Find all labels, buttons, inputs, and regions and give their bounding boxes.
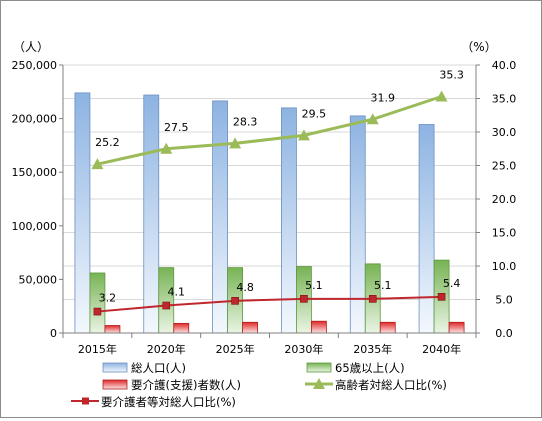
data-label: 5.1	[305, 279, 323, 292]
data-label: 31.9	[371, 91, 396, 104]
legend-label: 総人口(人)	[131, 361, 186, 375]
right-tick-label: 10.0	[492, 260, 517, 273]
data-label: 4.1	[168, 286, 186, 299]
data-label: 4.8	[236, 281, 254, 294]
right-axis-unit: （%）	[461, 40, 496, 54]
gridlines	[63, 64, 476, 334]
bar	[158, 267, 175, 334]
series-line	[97, 95, 443, 166]
bar	[379, 321, 396, 334]
legend-swatch	[102, 362, 128, 373]
data-label: 27.5	[164, 121, 189, 134]
bar	[212, 100, 228, 334]
point-marker	[368, 295, 377, 303]
data-label: 25.2	[95, 136, 120, 149]
data-label: 29.5	[302, 107, 327, 120]
point-marker	[229, 137, 242, 149]
left-tick-label: 250,000	[12, 59, 58, 72]
x-tick-label: 2035年	[353, 342, 392, 356]
right-tick-label: 35.0	[492, 93, 517, 106]
right-tick-label: 25.0	[492, 160, 517, 173]
bar	[242, 321, 258, 334]
point-marker	[297, 129, 310, 141]
left-tick-label: 0	[50, 327, 57, 340]
x-tick-label: 2025年	[216, 342, 255, 356]
legend-label: 要介護者等対総人口比(%)	[101, 395, 236, 409]
bar	[74, 92, 91, 334]
axes: 0 50,000 100,000 150,000 200,000 250,000 0.0 5.…	[12, 40, 517, 356]
legend-label: 要介護(支援)者数(人)	[131, 378, 241, 392]
left-tick-label: 100,000	[12, 220, 58, 233]
legend-swatch	[102, 379, 128, 390]
right-tick-label: 5.0	[495, 294, 513, 307]
legend-marker	[313, 378, 325, 389]
x-tick-label: 2030年	[284, 342, 323, 356]
point-marker	[91, 158, 104, 170]
right-tick-label: 0.0	[495, 327, 513, 340]
data-label: 35.3	[439, 68, 464, 81]
point-marker	[231, 297, 239, 305]
x-tick-label: 2040年	[422, 342, 461, 356]
point-marker	[300, 295, 308, 303]
bar	[418, 124, 435, 334]
legend-label: 65歳以上(人)	[335, 361, 405, 375]
legend-swatch	[306, 362, 332, 373]
point-marker	[93, 307, 102, 316]
bar	[143, 94, 160, 334]
legend-label: 高齢者対総人口比(%)	[335, 378, 447, 392]
left-tick-label: 50,000	[19, 273, 58, 286]
bar	[311, 320, 327, 334]
left-tick-label: 150,000	[12, 166, 58, 179]
x-tick-label: 2015年	[78, 342, 117, 356]
point-marker	[437, 293, 446, 301]
data-label: 5.1	[374, 279, 392, 292]
point-marker	[366, 113, 379, 125]
bar	[448, 321, 465, 334]
right-tick-label: 30.0	[492, 126, 517, 139]
data-label: 5.4	[443, 277, 461, 290]
point-marker	[162, 301, 171, 310]
series-lines	[91, 90, 448, 316]
series-line	[97, 295, 442, 313]
x-tick-label: 2020年	[147, 342, 186, 356]
data-label: 3.2	[99, 292, 117, 305]
right-tick-label: 20.0	[492, 193, 517, 206]
right-tick-label: 15.0	[492, 227, 517, 240]
left-tick-label: 200,000	[12, 113, 58, 126]
legend-marker	[82, 397, 89, 405]
point-marker	[435, 90, 448, 102]
bar	[104, 325, 121, 334]
right-tick-label: 40.0	[492, 59, 517, 72]
point-marker	[160, 142, 173, 154]
left-axis-unit: （人）	[13, 40, 49, 54]
bar	[349, 115, 366, 334]
data-label: 28.3	[233, 115, 258, 128]
data-labels: 25.2 27.5 28.3 29.5 31.9 35.3 3.2 4.1 4.8 5.1 5.1 5…	[95, 68, 464, 304]
legend: 総人口(人) 65歳以上(人) 要介護(支援)者数(人) 高齢者対総人口比(%) 要介護…	[71, 361, 447, 409]
bar	[173, 322, 190, 334]
